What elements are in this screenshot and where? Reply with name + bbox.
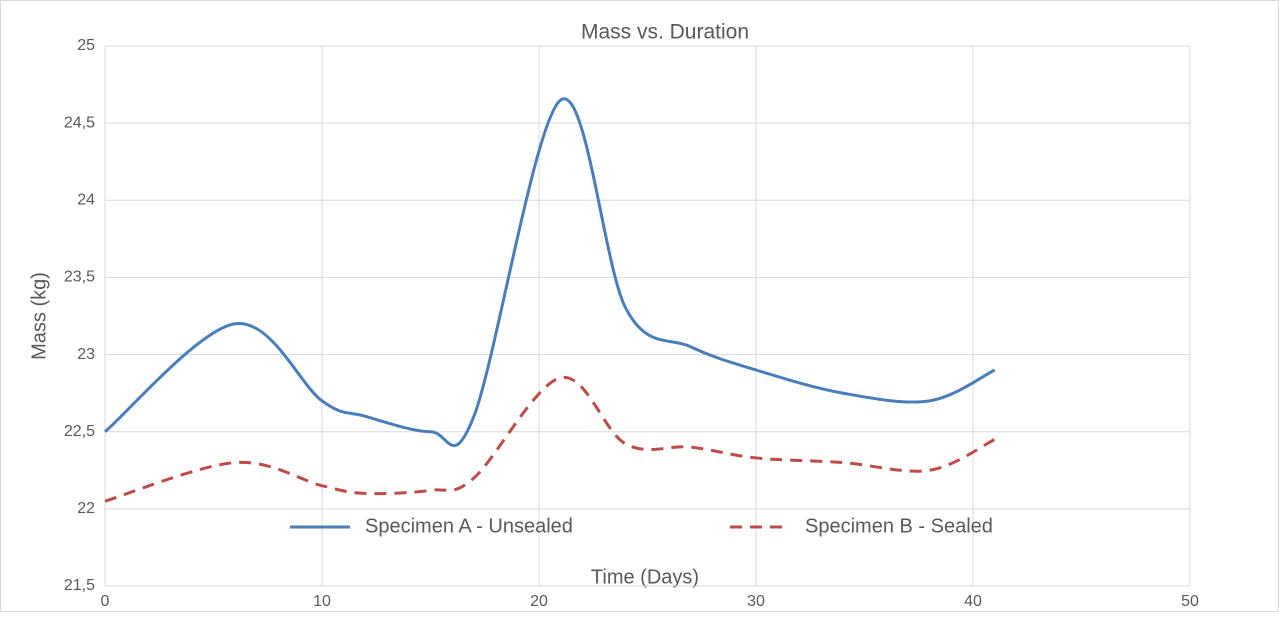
legend-label: Specimen B - Sealed xyxy=(805,515,993,537)
chart-title: Mass vs. Duration xyxy=(581,21,749,44)
y-tick-label: 24,5 xyxy=(64,114,95,131)
y-tick-label: 22,5 xyxy=(64,423,95,440)
x-tick-label: 30 xyxy=(747,593,765,610)
x-tick-label: 0 xyxy=(101,593,110,610)
y-tick-label: 25 xyxy=(77,37,95,54)
x-tick-label: 50 xyxy=(1181,593,1199,610)
x-tick-label: 20 xyxy=(530,593,548,610)
y-tick-label: 23,5 xyxy=(64,269,95,286)
x-tick-label: 40 xyxy=(964,593,982,610)
y-tick-label: 22 xyxy=(77,500,95,517)
y-tick-label: 21,5 xyxy=(64,577,95,594)
legend-label: Specimen A - Unsealed xyxy=(365,515,573,537)
x-tick-label: 10 xyxy=(313,593,331,610)
x-axis-title: Time (Days) xyxy=(591,566,699,588)
y-axis-title: Mass (kg) xyxy=(28,272,50,360)
series-line xyxy=(104,97,996,447)
y-tick-label: 23 xyxy=(77,346,95,363)
y-tick-label: 24 xyxy=(77,192,95,209)
